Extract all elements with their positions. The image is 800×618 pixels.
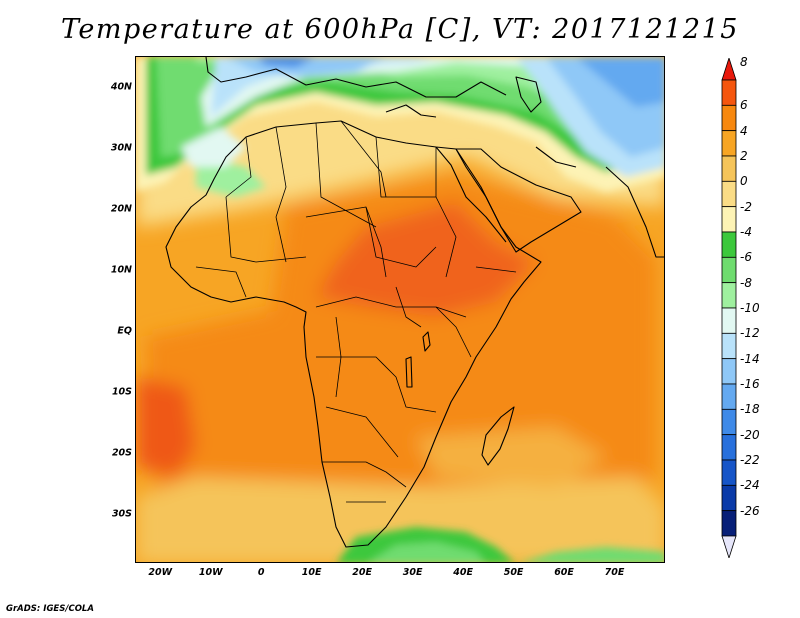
colorbar-label: -10 <box>740 301 760 315</box>
credit-text: GrADS: IGES/COLA <box>6 604 94 614</box>
coastlines <box>165 57 664 548</box>
colorbar-label: 8 <box>740 55 748 69</box>
lon-tick-label: 50E <box>503 567 524 578</box>
colorbar-label: -14 <box>740 351 760 366</box>
colorbar-label: -18 <box>740 402 760 417</box>
colorbar-label: 6 <box>740 98 748 113</box>
lat-tick-label: 30S <box>111 508 132 520</box>
colorbar-swatch <box>721 79 737 106</box>
colorbar-label: -4 <box>740 225 752 239</box>
colorbar-swatch <box>721 231 737 258</box>
lat-tick-label: 30N <box>110 142 132 154</box>
colorbar-label: -24 <box>740 478 760 493</box>
map-title: Temperature at 600hPa [C], VT: 201712121… <box>61 14 739 45</box>
colorbar-swatch <box>721 256 737 284</box>
colorbar-swatch <box>721 459 737 486</box>
colorbar-label: -22 <box>740 453 760 467</box>
colorbar-label: -8 <box>740 275 752 290</box>
colorbar-label: -2 <box>740 199 752 214</box>
colorbar-label: -12 <box>740 326 760 341</box>
lat-tick-label: 40N <box>110 81 132 93</box>
colorbar-swatch <box>721 332 737 360</box>
lon-tick-label: 70E <box>604 567 625 578</box>
colorbar <box>721 58 737 558</box>
lon-tick-label: 10W <box>198 567 223 578</box>
colorbar-label: 2 <box>740 149 748 163</box>
lat-tick-label: 10N <box>110 264 132 276</box>
colorbar-swatch <box>721 358 737 385</box>
colorbar-label: -6 <box>740 250 752 265</box>
colorbar-label: 4 <box>740 123 748 138</box>
colorbar-swatch <box>721 155 737 182</box>
lat-tick-label: EQ <box>117 325 132 337</box>
colorbar-swatch <box>721 282 737 309</box>
colorbar-swatch <box>721 434 737 461</box>
temperature-field <box>136 57 664 562</box>
colorbar-swatch <box>721 130 737 157</box>
lon-tick-label: 20E <box>352 567 372 578</box>
colorbar-swatch <box>721 104 737 132</box>
colorbar-swatch <box>721 180 737 208</box>
map-panel <box>135 56 665 563</box>
lon-tick-label: 40E <box>453 567 473 578</box>
lon-tick-label: 0 <box>257 567 265 578</box>
colorbar-swatch <box>721 510 737 537</box>
colorbar-label: -26 <box>740 503 760 518</box>
colorbar-swatch <box>721 408 737 436</box>
lon-tick-label: 20W <box>148 567 173 578</box>
lon-tick-label: 30E <box>402 567 423 578</box>
colorbar-bottom-arrow <box>721 535 737 558</box>
lon-tick-label: 10E <box>301 567 322 578</box>
colorbar-swatch <box>721 206 737 233</box>
colorbar-swatch <box>721 484 737 512</box>
lon-tick-label: 60E <box>554 567 574 578</box>
country-borders <box>195 120 517 503</box>
colorbar-label: -16 <box>740 377 760 391</box>
colorbar-swatch <box>721 383 737 410</box>
colorbar-label: 0 <box>740 174 748 189</box>
colorbar-swatch <box>721 307 737 334</box>
colorbar-label: -20 <box>740 427 760 442</box>
colorbar-top-arrow <box>721 58 737 81</box>
lat-tick-label: 20N <box>110 203 132 215</box>
lat-tick-label: 10S <box>111 386 132 398</box>
lat-tick-label: 20S <box>111 447 132 459</box>
